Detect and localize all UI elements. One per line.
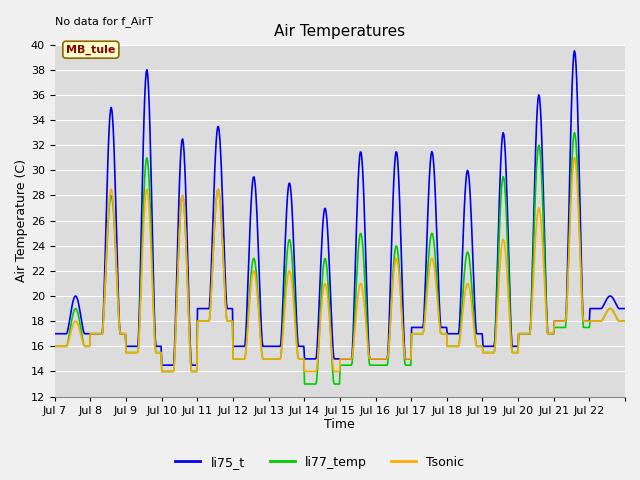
Y-axis label: Air Temperature (C): Air Temperature (C) [15,159,28,282]
Text: MB_tule: MB_tule [66,45,116,55]
Legend: li75_t, li77_temp, Tsonic: li75_t, li77_temp, Tsonic [170,451,470,474]
Text: No data for f_AirT: No data for f_AirT [55,16,153,27]
Title: Air Temperatures: Air Temperatures [275,24,405,39]
X-axis label: Time: Time [324,419,355,432]
